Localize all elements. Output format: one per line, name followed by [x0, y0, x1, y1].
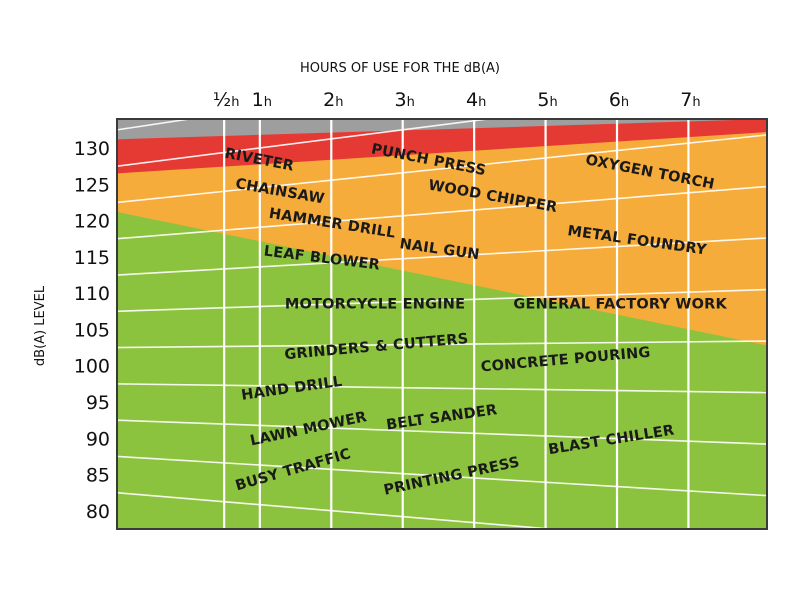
y-tick-label: 120 [74, 211, 110, 233]
grid-diag-10 [117, 491, 560, 529]
x-tick-label: 4h [466, 89, 486, 111]
y-tick-label: 105 [74, 319, 110, 341]
grid-lines [117, 119, 767, 529]
grid-diag-9 [117, 455, 767, 497]
grid-diag-0 [117, 119, 195, 131]
grid-diag-1 [117, 119, 494, 167]
y-tick-label: 90 [86, 428, 110, 450]
y-axis-ticks: 130 125 120 115 110 105 100 95 90 85 80 [74, 138, 110, 523]
zone-green [117, 211, 767, 529]
x-tick-label: 5h [537, 89, 557, 111]
x-tick-label: 1h [252, 89, 272, 111]
x-axis-ticks: ½h 1h 2h 3h 4h 5h 6h 7h [213, 89, 701, 111]
y-tick-label: 130 [74, 138, 110, 160]
y-axis-title: dB(A) LEVEL [33, 285, 48, 366]
grid-diag-8 [117, 419, 767, 445]
x-tick-label: ½h [213, 89, 240, 111]
grid-diag-6 [117, 340, 767, 349]
x-tick-label: 7h [680, 89, 700, 111]
plot-frame [116, 118, 768, 530]
y-tick-label: 115 [74, 247, 110, 269]
y-tick-label: 125 [74, 174, 110, 196]
grid-diag-4 [117, 237, 767, 276]
y-tick-label: 100 [74, 356, 110, 378]
x-axis-title: HOURS OF USE FOR THE dB(A) [300, 61, 500, 76]
grid-diag-5 [117, 288, 767, 313]
grid-diag-7 [117, 383, 767, 394]
y-tick-label: 110 [74, 283, 110, 305]
source-label: GENERAL FACTORY WORK [513, 296, 727, 312]
y-tick-label: 85 [86, 465, 110, 487]
x-tick-label: 6h [609, 89, 629, 111]
source-label: MOTORCYCLE ENGINE [285, 296, 465, 312]
x-tick-label: 3h [395, 89, 415, 111]
grid-diag-3 [117, 185, 767, 240]
x-tick-label: 2h [323, 89, 343, 111]
grid-diag-2 [117, 134, 767, 204]
y-tick-label: 95 [86, 392, 110, 414]
y-tick-label: 80 [86, 501, 110, 523]
